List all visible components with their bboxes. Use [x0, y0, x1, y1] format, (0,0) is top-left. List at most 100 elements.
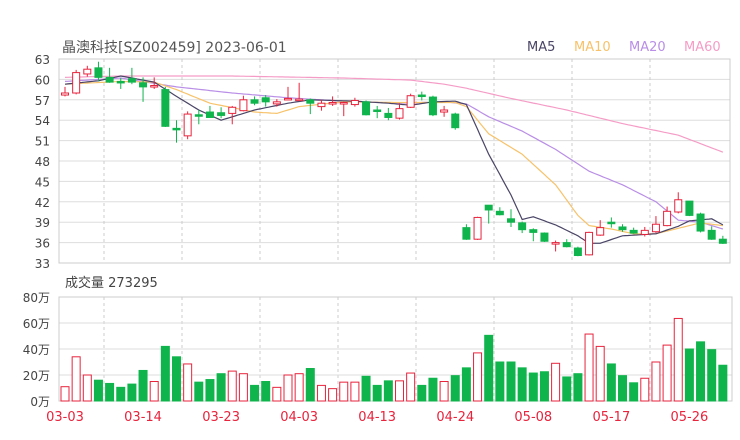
candle-body: [529, 229, 538, 233]
candle: [640, 226, 649, 237]
candle: [83, 65, 92, 77]
candle-body: [707, 229, 716, 240]
volume-y-tick-label: 0万: [30, 395, 50, 409]
volume-bar: [551, 362, 561, 402]
candle-body: [228, 106, 237, 114]
candle-body: [685, 200, 694, 216]
candle: [250, 96, 259, 106]
volume-bar: [473, 352, 483, 402]
volume-bar: [272, 386, 282, 402]
y-tick-label: 60: [35, 73, 50, 87]
volume-bar: [484, 334, 494, 402]
candle-body: [428, 96, 437, 116]
candle-body: [384, 112, 393, 118]
candle: [172, 120, 181, 143]
candle-body: [139, 82, 148, 88]
volume-bar: [662, 344, 672, 402]
candle: [395, 103, 404, 120]
candle: [562, 239, 571, 248]
candle-body: [406, 95, 415, 108]
candle-body: [105, 76, 114, 83]
y-tick-label: 63: [35, 53, 50, 67]
candle-body: [518, 222, 527, 231]
candle-body: [161, 89, 170, 127]
x-tick-label: 05-08: [514, 410, 552, 425]
candle-body: [473, 216, 482, 240]
candle: [239, 95, 248, 112]
candle-body: [596, 227, 605, 236]
volume-bar: [149, 381, 159, 402]
candle: [696, 212, 705, 233]
candle: [707, 226, 716, 240]
candle: [384, 107, 393, 121]
candle: [261, 95, 270, 107]
candle: [373, 105, 382, 119]
candle: [194, 110, 203, 125]
x-tick-label: 03-14: [124, 410, 162, 425]
y-tick-label: 39: [35, 216, 50, 230]
volume-bar: [138, 369, 148, 402]
candle-body: [607, 221, 616, 225]
volume-y-tick-label: 60万: [23, 317, 50, 331]
candle: [551, 240, 560, 252]
candle: [150, 77, 159, 89]
candle-body: [640, 229, 649, 235]
candle: [228, 105, 237, 125]
volume-bar: [707, 349, 717, 402]
volume-bar: [261, 381, 271, 402]
legend-ma10: MA10: [574, 40, 611, 55]
candle-body: [61, 92, 69, 96]
volume-bar: [618, 375, 627, 402]
x-tick-label: 03-23: [202, 410, 240, 425]
volume-bar: [82, 374, 92, 402]
candle-body: [350, 99, 359, 106]
x-tick-label: 05-26: [671, 410, 709, 425]
candle-body: [495, 210, 504, 216]
y-tick-label: 33: [35, 257, 50, 271]
volume-bar: [183, 363, 193, 402]
volume-y-tick-label: 80万: [23, 291, 50, 305]
volume-bar: [584, 333, 594, 402]
candle-body: [239, 99, 248, 112]
ma-line-ma60: [64, 75, 724, 153]
volume-bar: [71, 356, 81, 402]
candle-body: [272, 101, 281, 105]
volume-bar: [372, 384, 382, 402]
volume-bar: [517, 367, 527, 402]
candle: [607, 217, 616, 228]
volume-bar: [395, 380, 404, 402]
candle: [139, 77, 148, 102]
candle-body: [295, 98, 304, 102]
candle: [718, 235, 727, 244]
volume-bar: [506, 361, 516, 402]
volume-bar: [629, 382, 639, 402]
volume-bar: [283, 374, 293, 402]
volume-bar: [205, 379, 215, 402]
candle: [317, 99, 326, 111]
candle: [350, 97, 359, 107]
candle: [451, 112, 460, 130]
ma-line-ma5: [64, 75, 724, 244]
candle-body: [573, 247, 582, 257]
candle: [406, 93, 415, 108]
candle: [529, 228, 538, 242]
candle-body: [629, 229, 638, 234]
volume-bar: [673, 317, 683, 402]
candle: [674, 192, 683, 214]
candle-body: [451, 113, 460, 129]
candle-body: [250, 99, 259, 104]
candle-body: [328, 102, 337, 105]
ma-line-ma10: [64, 80, 723, 235]
volume-bar: [718, 364, 728, 402]
volume-bar: [495, 361, 505, 402]
volume-bar: [194, 381, 204, 402]
candle-body: [417, 94, 426, 98]
candle-body: [306, 99, 315, 104]
volume-bar: [116, 386, 126, 402]
candle: [462, 224, 471, 240]
volume-bar: [172, 356, 181, 402]
candle-body: [172, 127, 181, 131]
volume-bar: [640, 377, 650, 402]
y-tick-label: 54: [35, 114, 50, 128]
